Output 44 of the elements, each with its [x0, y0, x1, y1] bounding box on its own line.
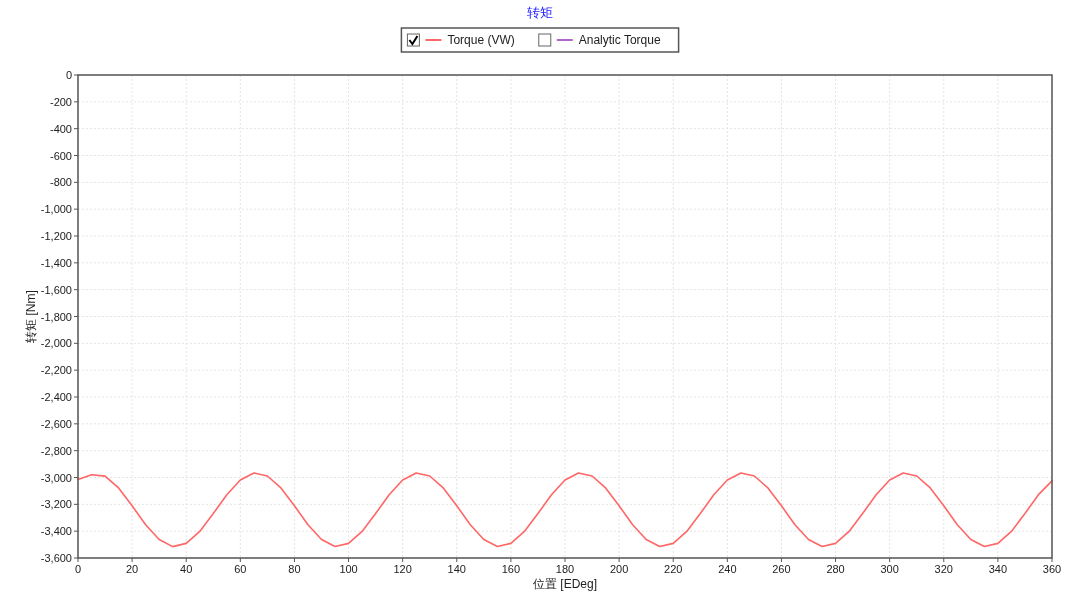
- x-tick-label: 40: [180, 563, 193, 575]
- y-tick-label: -1,600: [40, 283, 72, 296]
- y-tick-label: -3,000: [40, 471, 72, 484]
- y-tick-label: -3,200: [40, 498, 72, 511]
- x-tick-label: 160: [501, 563, 521, 575]
- x-tick-label: 300: [880, 563, 899, 575]
- x-tick-label: 120: [393, 563, 412, 575]
- y-tick-label: -800: [49, 176, 72, 189]
- y-tick-label: -1,000: [40, 203, 72, 216]
- x-tick-label: 180: [555, 563, 575, 575]
- y-tick-label: -2,200: [40, 364, 72, 377]
- y-tick-label: -2,600: [40, 417, 72, 430]
- x-tick-label: 360: [1042, 563, 1062, 575]
- y-tick-label: -2,400: [40, 391, 72, 403]
- x-tick-label: 60: [234, 563, 247, 575]
- y-tick-label: -3,400: [40, 525, 72, 538]
- legend-label: Torque (VW): [447, 33, 515, 47]
- x-tick-label: 0: [74, 563, 82, 575]
- y-tick-label: -2,800: [40, 444, 72, 457]
- y-tick-label: 0: [65, 69, 72, 81]
- x-tick-label: 320: [934, 563, 953, 575]
- x-tick-label: 280: [826, 563, 845, 575]
- x-tick-label: 100: [339, 563, 358, 575]
- y-tick-label: -1,800: [40, 310, 72, 323]
- x-tick-label: 20: [125, 563, 139, 575]
- y-tick-label: -2,000: [40, 337, 72, 350]
- y-tick-label: -200: [49, 95, 72, 108]
- y-tick-label: -1,200: [40, 230, 72, 242]
- x-tick-label: 140: [447, 563, 466, 575]
- y-tick-label: -600: [49, 149, 72, 162]
- x-axis-title: 位置 [EDeg]: [532, 577, 598, 591]
- legend-label: Analytic Torque: [578, 33, 661, 47]
- x-tick-label: 220: [664, 563, 683, 575]
- x-tick-label: 240: [718, 563, 737, 575]
- chart-title: 转矩: [527, 5, 553, 20]
- x-tick-label: 260: [772, 563, 791, 575]
- x-tick-label: 340: [988, 563, 1008, 575]
- y-tick-label: -1,400: [40, 256, 72, 269]
- x-tick-label: 200: [609, 563, 629, 575]
- y-tick-label: -400: [49, 122, 72, 135]
- y-axis-title: 转矩 [Nm]: [24, 290, 38, 343]
- x-tick-label: 80: [288, 563, 301, 575]
- y-tick-label: -3,600: [40, 552, 72, 564]
- line-series: [77, 472, 1053, 548]
